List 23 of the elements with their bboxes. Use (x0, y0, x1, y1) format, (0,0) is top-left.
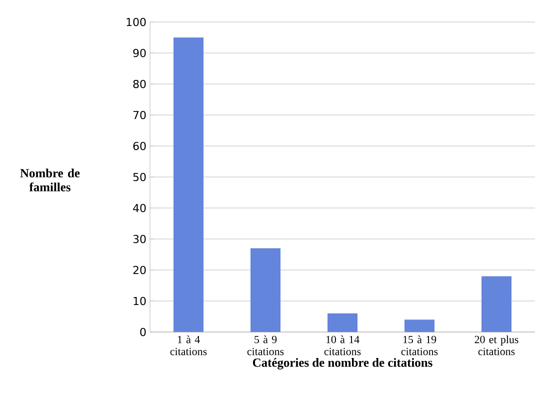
y-axis-title: Nombre de familles (20, 168, 80, 192)
x-tick-label: 1 à 4 citations (170, 336, 207, 356)
y-tick-label: 80 (133, 80, 146, 88)
y-tick-label: 0 (140, 328, 146, 336)
y-tick-label: 50 (133, 172, 146, 182)
y-tick-label: 40 (133, 204, 146, 212)
bar (250, 248, 280, 332)
bar (174, 37, 204, 332)
x-tick-label: 20 et plus citations (474, 336, 518, 356)
bar (404, 320, 434, 332)
x-tick-label: 5 à 9 citations (247, 336, 284, 356)
y-tick-label: 90 (133, 48, 146, 58)
y-tick-label: 20 (133, 266, 146, 274)
x-tick-label: 15 à 19 citations (401, 336, 438, 356)
y-tick-label: 30 (133, 234, 146, 244)
y-tick-label: 10 (134, 296, 146, 306)
bar (482, 276, 512, 332)
y-tick-label: 70 (133, 110, 146, 120)
x-tick-label: 10 à 14 citations (324, 336, 361, 356)
x-axis-title: Catégories de nombre de citations (252, 358, 432, 370)
y-tick-label: 60 (133, 142, 146, 150)
y-tick-label: 100 (126, 18, 146, 26)
bar (328, 313, 358, 332)
